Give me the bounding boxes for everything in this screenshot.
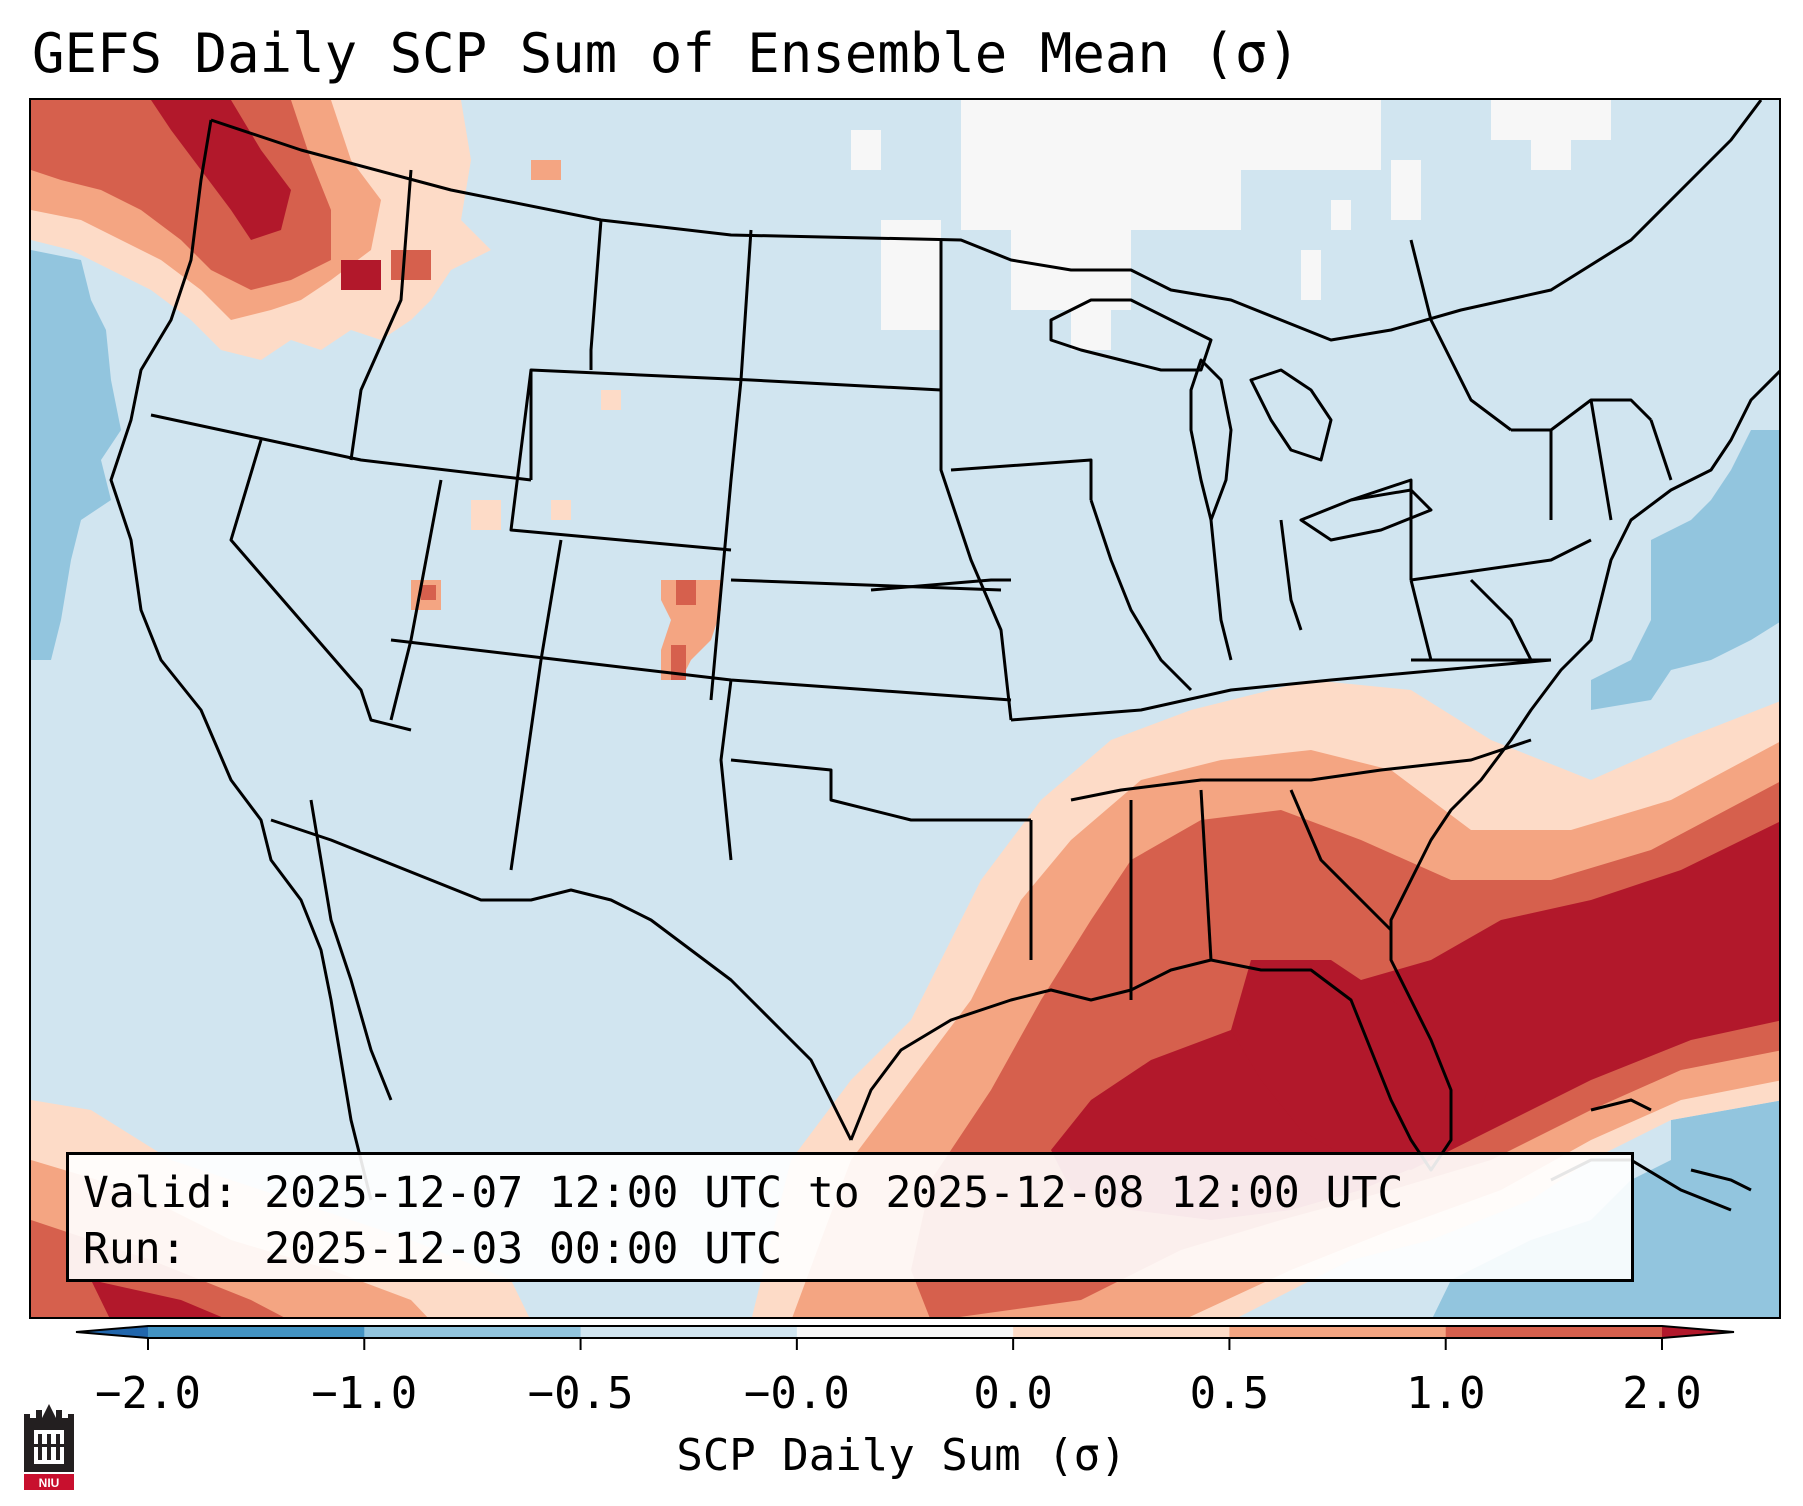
- valid-label: Valid:: [83, 1168, 239, 1218]
- colorbar-extend-max: [1662, 1326, 1734, 1338]
- colorbar-tick-label: −0.0: [743, 1368, 850, 1419]
- valid-row: Valid: 2025-12-07 12:00 UTC to 2025-12-0…: [83, 1165, 1631, 1221]
- colorbar-segment: [580, 1326, 798, 1338]
- positive-anomaly-pacific-northwest: [31, 100, 491, 360]
- geographic-boundaries: [109, 100, 1779, 1201]
- niu-logo: NIU: [24, 1404, 74, 1490]
- colorbar-segment: [148, 1326, 365, 1338]
- colorbar-segment: [796, 1326, 1014, 1338]
- colorbar-tick-label: −0.5: [527, 1368, 634, 1419]
- colorbar-segment: [1013, 1326, 1230, 1338]
- map-canvas: [31, 100, 1779, 1317]
- colorbar-tick-label: 2.0: [1622, 1368, 1702, 1419]
- run-value: 2025-12-03 00:00 UTC: [264, 1224, 782, 1274]
- positive-anomaly-colorado: [411, 160, 721, 680]
- map-title: GEFS Daily SCP Sum of Ensemble Mean (σ): [32, 22, 1300, 85]
- colorbar: [75, 1325, 1735, 1350]
- validity-info-box: Valid: 2025-12-07 12:00 UTC to 2025-12-0…: [66, 1152, 1634, 1282]
- neutral-region-canada: [851, 100, 1611, 350]
- valid-value: 2025-12-07 12:00 UTC to 2025-12-08 12:00…: [264, 1168, 1404, 1218]
- colorbar-ticks: [147, 1338, 1663, 1350]
- colorbar-tick-label: −2.0: [95, 1368, 201, 1419]
- colorbar-tick-label: 1.0: [1405, 1368, 1486, 1419]
- colorbar-tick-label: 0.0: [973, 1368, 1053, 1419]
- colorbar-tick-label: 0.5: [1189, 1368, 1270, 1419]
- run-label: Run:: [83, 1224, 187, 1274]
- logo-text: NIU: [39, 1476, 60, 1490]
- colorbar-segments: [75, 1325, 1735, 1339]
- colorbar-extend-min: [76, 1326, 148, 1338]
- map-panel: [29, 98, 1781, 1319]
- run-row: Run: 2025-12-03 00:00 UTC: [83, 1221, 1631, 1277]
- colorbar-tick-label: −1.0: [311, 1368, 418, 1419]
- colorbar-segment: [1229, 1326, 1447, 1338]
- colorbar-label: SCP Daily Sum (σ): [676, 1430, 1127, 1481]
- colorbar-segment: [364, 1326, 582, 1338]
- colorbar-segment: [1445, 1326, 1663, 1338]
